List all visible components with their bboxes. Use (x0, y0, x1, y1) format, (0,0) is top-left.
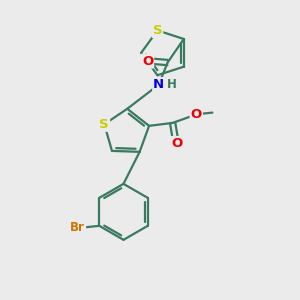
Text: S: S (153, 24, 162, 37)
Text: N: N (153, 78, 164, 91)
Text: H: H (167, 78, 177, 91)
Text: Br: Br (70, 221, 85, 234)
Text: O: O (142, 55, 153, 68)
Text: O: O (171, 137, 183, 150)
Text: S: S (100, 118, 109, 131)
Text: O: O (190, 108, 202, 121)
